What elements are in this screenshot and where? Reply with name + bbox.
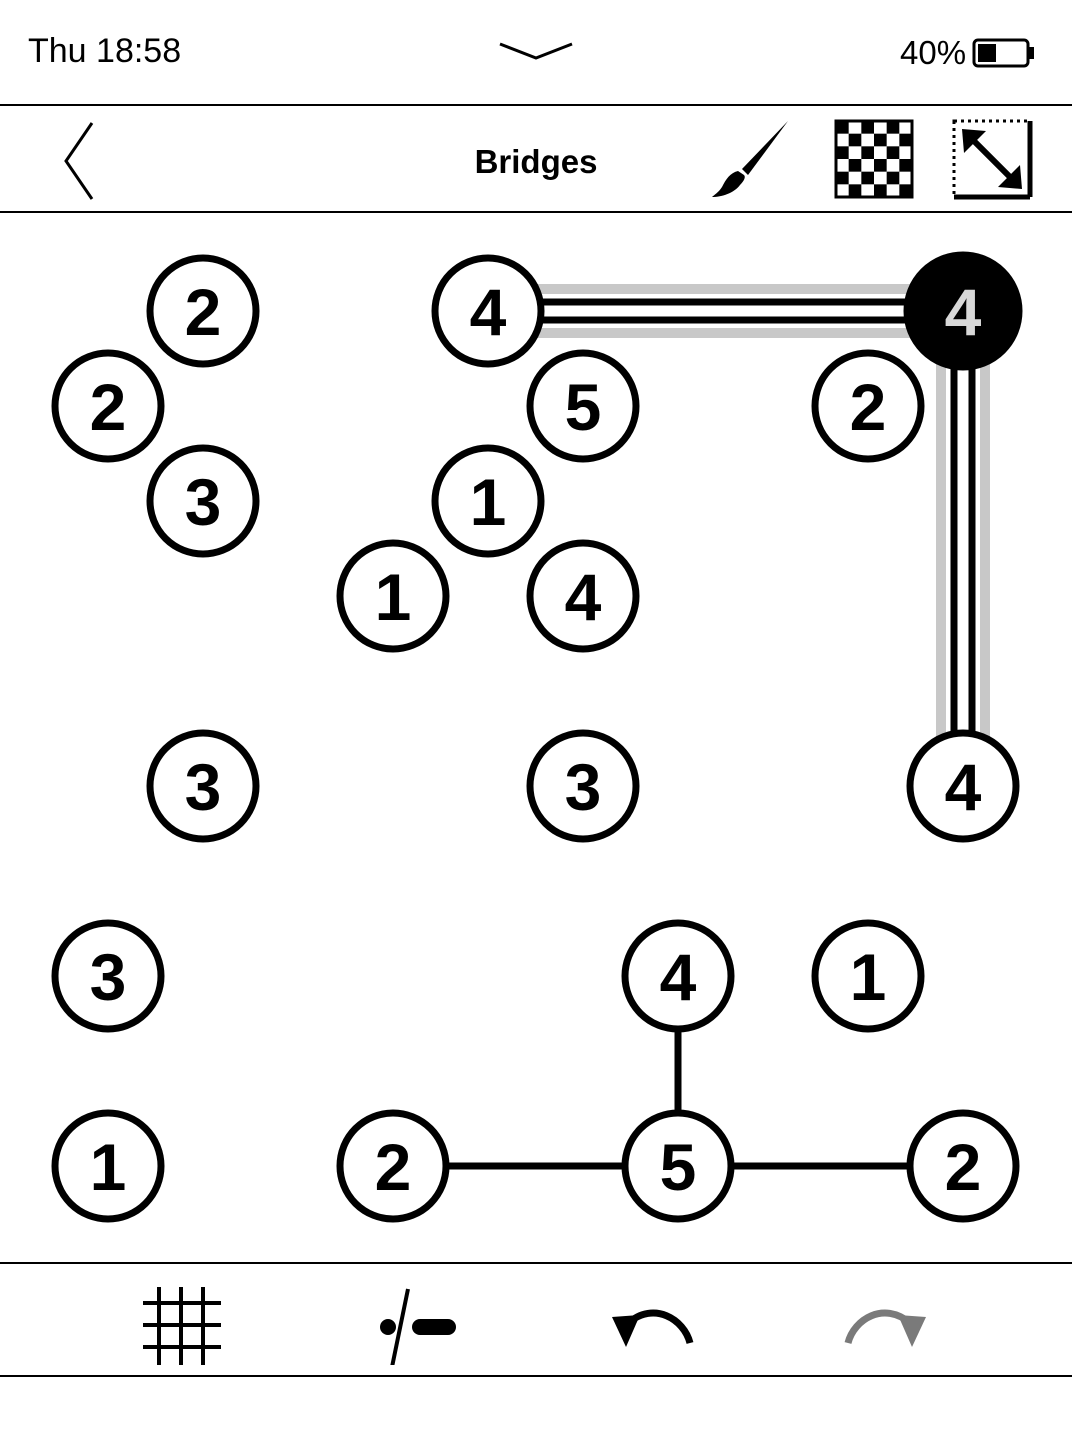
undo-icon [606, 1309, 696, 1369]
bottom-toolbar [0, 1265, 1072, 1375]
island-number: 2 [375, 1130, 412, 1204]
island-number: 1 [90, 1130, 127, 1204]
island[interactable]: 4 [431, 254, 545, 368]
divider [0, 1375, 1072, 1377]
island-number: 2 [185, 275, 222, 349]
divider [0, 1262, 1072, 1264]
island-number: 2 [945, 1130, 982, 1204]
island[interactable]: 2 [51, 349, 165, 463]
bridge[interactable] [488, 284, 963, 338]
island-number: 1 [470, 465, 507, 539]
paintbrush-icon [708, 121, 792, 205]
island-number: 4 [470, 275, 507, 349]
brush-button[interactable] [708, 117, 792, 201]
island[interactable]: 2 [906, 1109, 1020, 1223]
resize-diagonal-icon [950, 119, 1034, 205]
mark-mode-button[interactable] [372, 1275, 462, 1368]
island[interactable]: 2 [146, 254, 260, 368]
island-number: 5 [660, 1130, 697, 1204]
page-title: Bridges [474, 143, 598, 180]
island[interactable]: 3 [146, 729, 260, 843]
bridge[interactable] [936, 311, 990, 786]
divider [0, 104, 1072, 106]
checkerboard-icon [832, 119, 916, 205]
island[interactable]: 1 [811, 919, 925, 1033]
chevron-left-icon [52, 122, 112, 205]
dot-slash-dash-icon [372, 1288, 462, 1369]
grid-button[interactable] [137, 1275, 227, 1365]
status-time: Thu 18:58 [28, 32, 182, 70]
divider [0, 211, 1072, 213]
island[interactable]: 1 [51, 1109, 165, 1223]
island[interactable]: 5 [621, 1109, 735, 1223]
status-bar: Thu 18:58 40% [0, 0, 1072, 105]
redo-button[interactable] [842, 1275, 932, 1365]
island-number: 3 [565, 750, 602, 824]
island-selected[interactable]: 4 [903, 251, 1023, 371]
island-number: 4 [945, 750, 982, 824]
island-number: 3 [90, 940, 127, 1014]
pull-down-chevron-icon[interactable] [498, 38, 574, 69]
island[interactable]: 3 [146, 444, 260, 558]
island[interactable]: 1 [431, 444, 545, 558]
island-number: 4 [565, 560, 602, 634]
checker-button[interactable] [832, 117, 916, 201]
undo-button[interactable] [606, 1275, 696, 1365]
top-toolbar: Bridges [0, 107, 1072, 211]
island-number: 1 [850, 940, 887, 1014]
island-number: 1 [375, 560, 412, 634]
island[interactable]: 3 [51, 919, 165, 1033]
grid-icon [137, 1287, 227, 1369]
island[interactable]: 2 [336, 1109, 450, 1223]
island-number: 5 [565, 370, 602, 444]
island[interactable]: 1 [336, 539, 450, 653]
resize-button[interactable] [950, 117, 1034, 201]
island[interactable]: 4 [906, 729, 1020, 843]
battery-icon [972, 38, 1036, 73]
island-number: 4 [945, 275, 982, 349]
island[interactable]: 4 [526, 539, 640, 653]
island-number: 3 [185, 750, 222, 824]
back-button[interactable] [52, 121, 112, 201]
island[interactable]: 2 [811, 349, 925, 463]
island-number: 2 [850, 370, 887, 444]
island-number: 2 [90, 370, 127, 444]
redo-icon [842, 1309, 932, 1369]
island[interactable]: 3 [526, 729, 640, 843]
battery-percent: 40% [900, 34, 967, 71]
island[interactable]: 5 [526, 349, 640, 463]
island[interactable]: 4 [621, 919, 735, 1033]
island-number: 3 [185, 465, 222, 539]
island-number: 4 [660, 940, 697, 1014]
